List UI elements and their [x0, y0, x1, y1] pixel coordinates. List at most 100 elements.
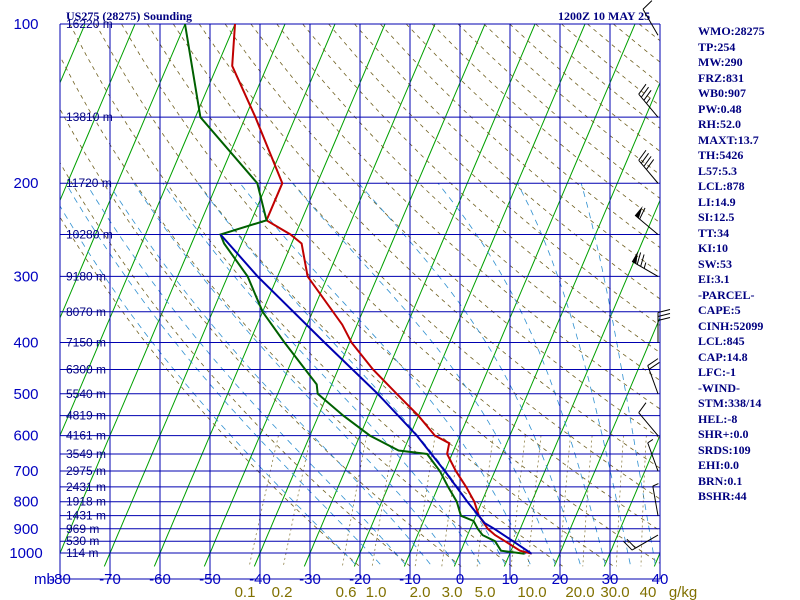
wind-barb-feather [640, 254, 645, 267]
moist-adiabat-lines [60, 182, 656, 565]
moist-adiabat-line [437, 182, 606, 565]
pressure-tick-label: 800 [13, 494, 38, 511]
moist-adiabat-line [358, 182, 581, 565]
wind-barb-staff [631, 534, 659, 551]
wind-barb-feather [636, 252, 642, 265]
dry-adiabat-line [250, 24, 660, 410]
temperature-tick-label: 20 [552, 571, 569, 588]
mixing-ratio-labels: 0.1 0.2 0.6 1.0 2.0 3.0 5.0 10.0 20.0 30.0 40 g/kg [235, 584, 698, 600]
wind-barb-feather [626, 538, 636, 549]
height-label: 7150 m [66, 335, 106, 349]
moist-adiabat-line [292, 182, 556, 565]
temperature-tick-label: -50 [199, 571, 221, 588]
height-label: 2431 m [66, 480, 106, 494]
sounding-index-item: SRDS:109 [698, 442, 751, 457]
height-label: 4161 m [66, 429, 106, 443]
mixing-ratio-label: 20.0 [565, 584, 594, 600]
moist-adiabat-line [85, 182, 406, 565]
moist-adiabat-line [239, 182, 531, 565]
isotherm-line [403, 24, 636, 567]
height-label: 530 m [66, 534, 99, 548]
pressure-tick-label: 1000 [9, 545, 42, 562]
temperature-tick-label: -80 [49, 571, 71, 588]
wind-barb-staff [647, 442, 659, 472]
mixing-ratio-label: 0.6 [336, 584, 357, 600]
wind-barb-flag [632, 251, 638, 264]
moist-adiabat-line [580, 183, 656, 565]
sounding-index-item: LCL:845 [698, 334, 745, 348]
mixing-ratio-line [342, 435, 367, 567]
wind-barb-staff [638, 93, 659, 118]
height-label: 1431 m [66, 509, 106, 523]
sounding-index-item: KI:10 [698, 241, 728, 255]
vertical-grid-lines [59, 24, 661, 580]
sounding-index-item: MW:290 [698, 55, 743, 69]
wind-barb-staff [647, 365, 659, 394]
mixing-ratio-line [640, 435, 647, 567]
sounding-index-item: BSHR:44 [698, 489, 747, 503]
sounding-index-item: LFC:-1 [698, 365, 736, 379]
isotherm-line [253, 24, 486, 567]
temperature-tick-label: -40 [249, 571, 271, 588]
wind-barb-feather [648, 361, 660, 370]
sounding-index-item: SI:12.5 [698, 210, 735, 224]
height-label: 969 m [66, 522, 99, 536]
pressure-tick-label: 500 [13, 386, 38, 403]
height-label: 114 m [66, 546, 98, 560]
mixing-ratio-line [527, 435, 542, 567]
mixing-ratio-line [510, 435, 526, 567]
wind-barb-half-feather [646, 98, 651, 104]
moist-adiabat-line [133, 182, 456, 565]
height-label: 6300 m [66, 363, 106, 377]
temperature-tick-label: -20 [349, 571, 371, 588]
wind-barb-feather [642, 0, 653, 10]
sounding-index-item: BRN:0.1 [698, 473, 743, 488]
sounding-index-item: FRZ:831 [698, 70, 744, 85]
wind-barb-feather [639, 207, 646, 220]
wind-barb-half-feather [643, 262, 647, 269]
sounding-index-item: CINH:52099 [698, 318, 764, 333]
mixing-ratio-label: g/kg [669, 584, 697, 600]
temperature-profile [231, 24, 532, 555]
height-label: 3549 m [66, 447, 106, 461]
sounding-index-item: LI:14.9 [698, 194, 736, 209]
pressure-tick-label: 400 [13, 334, 38, 351]
sounding-index-item: SW:53 [698, 256, 733, 271]
temperature-tick-label: 30 [602, 571, 619, 588]
wind-barb-feather [623, 540, 633, 551]
dry-adiabat-line [60, 55, 513, 567]
temperature-tick-label: 0 [456, 571, 464, 588]
wind-barb [652, 483, 659, 516]
height-label: 8070 m [66, 305, 106, 319]
height-label: 5540 m [66, 387, 106, 401]
height-label: 1918 m [66, 495, 106, 509]
sounding-indices: WMO:28275 TP:254 MW:290 FRZ:831 WB0:907 PW:0.… [698, 24, 765, 505]
mixing-ratio-line [441, 435, 461, 567]
mixing-ratio-lines [248, 435, 647, 567]
dry-adiabat-line [328, 24, 660, 326]
isotherm-lines [60, 24, 660, 567]
mixing-ratio-line [414, 435, 436, 567]
temperature-tick-labels: mb-80 -70 -60 -50 -40 -30 -20 -10 0 10 20 30 40 [34, 571, 668, 588]
mixing-ratio-label: 2.0 [410, 584, 431, 600]
pressure-tick-label: 900 [13, 521, 38, 538]
wind-barb-feather [646, 159, 655, 170]
isotherm-line [453, 81, 660, 567]
sounding-index-item: RH:52.0 [698, 117, 741, 131]
isotherm-line [153, 24, 386, 567]
temperature-tick-label: -30 [299, 571, 321, 588]
wind-barb-flag [635, 206, 643, 219]
wind-barb-feather [638, 83, 647, 95]
sounding-index-item: MAXT:13.7 [698, 132, 759, 147]
height-label: 10280 m [66, 228, 113, 242]
sounding-series [184, 24, 533, 555]
wind-barb-half-feather [647, 438, 654, 444]
isotherm-line [60, 24, 236, 437]
wind-barb [638, 149, 659, 184]
wind-barb-feather [657, 309, 671, 313]
mixing-ratio-line [616, 435, 624, 567]
moist-adiabat-line [108, 182, 431, 565]
wind-barb [657, 309, 671, 343]
sounding-index-item: TP:254 [698, 39, 736, 54]
